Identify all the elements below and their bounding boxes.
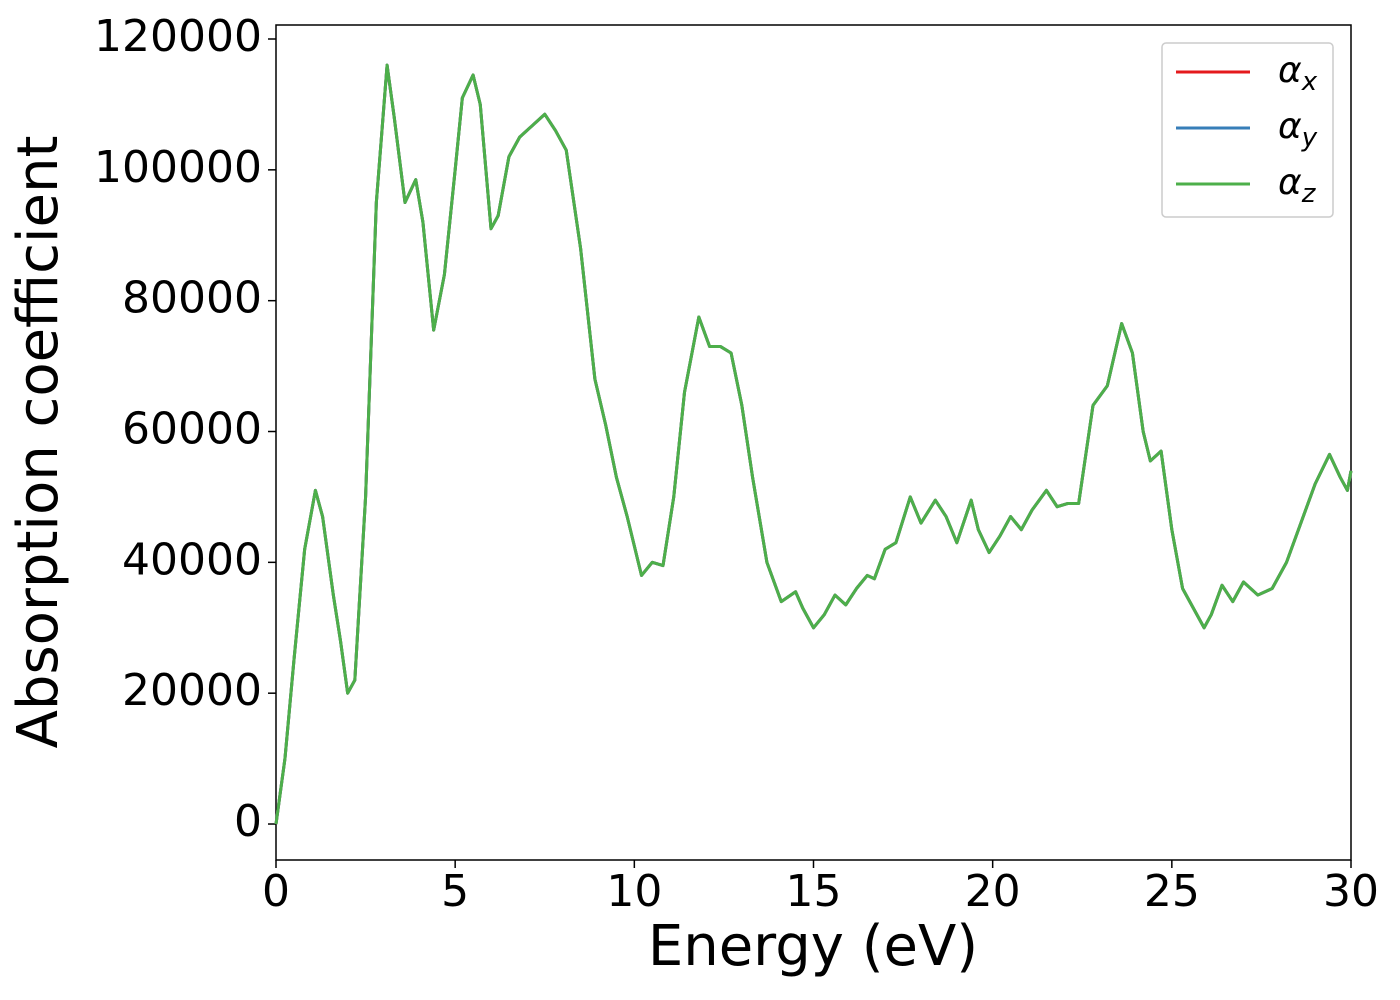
x-tick-label: 30 bbox=[1323, 866, 1379, 917]
x-tick-label: 25 bbox=[1144, 866, 1200, 917]
y-tick-label: 0 bbox=[234, 796, 262, 847]
legend-label: αx bbox=[1278, 50, 1318, 97]
y-tick-label: 80000 bbox=[122, 273, 262, 324]
x-tick-label: 15 bbox=[786, 866, 842, 917]
y-tick-label: 40000 bbox=[122, 534, 262, 585]
line-series bbox=[274, 63, 1353, 825]
legend-label: αy bbox=[1278, 106, 1318, 153]
x-tick-label: 20 bbox=[965, 866, 1021, 917]
y-tick-label: 100000 bbox=[94, 142, 262, 193]
legend-box bbox=[1161, 42, 1334, 218]
y-tick-label: 120000 bbox=[94, 11, 262, 62]
x-tick-label: 10 bbox=[606, 866, 662, 917]
y-tick-label: 20000 bbox=[122, 665, 262, 716]
x-tick-label: 0 bbox=[262, 866, 290, 917]
legend-label: αz bbox=[1278, 162, 1317, 209]
x-axis-label: Energy (eV) bbox=[648, 914, 978, 979]
y-tick-label: 60000 bbox=[122, 404, 262, 455]
y-axis-label: Absorption coefficient bbox=[6, 136, 71, 749]
x-tick-label: 5 bbox=[441, 866, 469, 917]
